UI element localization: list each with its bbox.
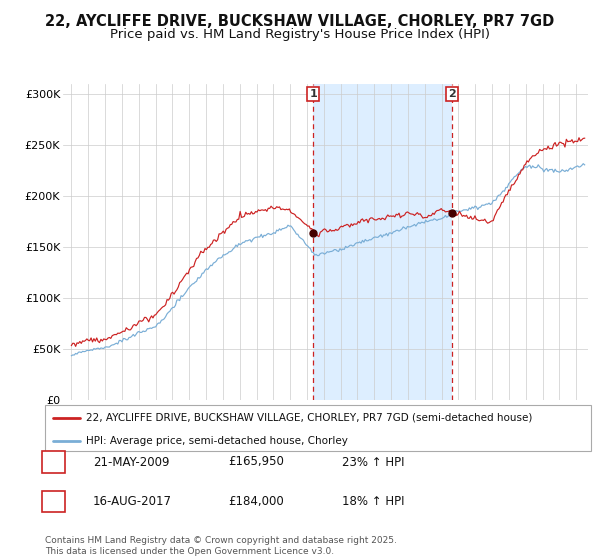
Text: 16-AUG-2017: 16-AUG-2017 (93, 494, 172, 508)
Text: Price paid vs. HM Land Registry's House Price Index (HPI): Price paid vs. HM Land Registry's House … (110, 28, 490, 41)
Text: 2: 2 (49, 494, 58, 508)
Text: HPI: Average price, semi-detached house, Chorley: HPI: Average price, semi-detached house,… (86, 436, 348, 446)
Text: 1: 1 (310, 88, 317, 99)
Text: 23% ↑ HPI: 23% ↑ HPI (342, 455, 404, 469)
Text: 2: 2 (448, 88, 456, 99)
Text: 22, AYCLIFFE DRIVE, BUCKSHAW VILLAGE, CHORLEY, PR7 7GD: 22, AYCLIFFE DRIVE, BUCKSHAW VILLAGE, CH… (46, 14, 554, 29)
Text: 21-MAY-2009: 21-MAY-2009 (93, 455, 170, 469)
Text: 1: 1 (49, 455, 58, 469)
Text: £165,950: £165,950 (228, 455, 284, 469)
Bar (313, 84, 452, 400)
FancyBboxPatch shape (45, 405, 591, 451)
Text: 18% ↑ HPI: 18% ↑ HPI (342, 494, 404, 508)
Text: Contains HM Land Registry data © Crown copyright and database right 2025.
This d: Contains HM Land Registry data © Crown c… (45, 536, 397, 556)
Text: 22, AYCLIFFE DRIVE, BUCKSHAW VILLAGE, CHORLEY, PR7 7GD (semi-detached house): 22, AYCLIFFE DRIVE, BUCKSHAW VILLAGE, CH… (86, 413, 532, 423)
Text: £184,000: £184,000 (228, 494, 284, 508)
